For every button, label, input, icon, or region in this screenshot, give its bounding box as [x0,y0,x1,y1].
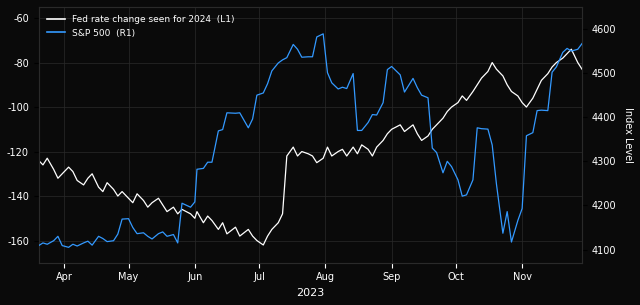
Y-axis label: Index Level: Index Level [623,107,633,163]
Legend: Fed rate change seen for 2024  (L1), S&P 500  (R1): Fed rate change seen for 2024 (L1), S&P … [43,12,238,41]
X-axis label: 2023: 2023 [296,288,324,298]
